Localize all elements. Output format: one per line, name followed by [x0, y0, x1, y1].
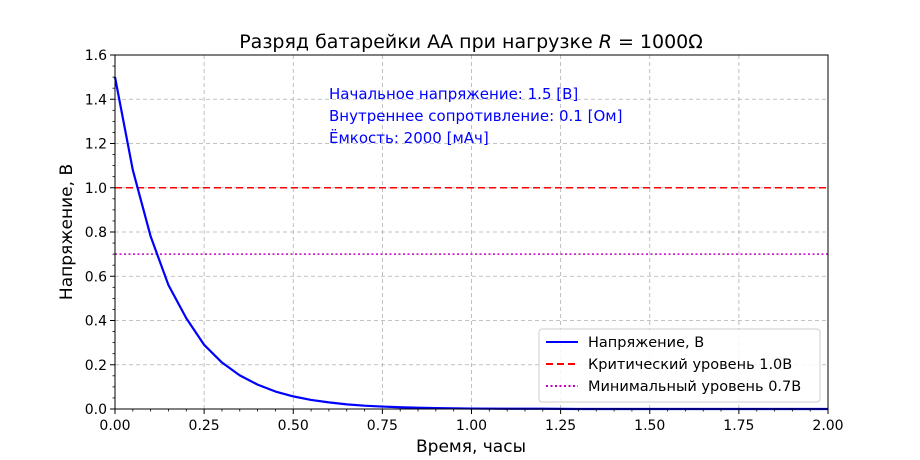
chart-title-text: Разряд батарейки АА при нагрузке	[239, 31, 598, 53]
grid	[115, 55, 828, 409]
y-tick-label: 1.0	[85, 181, 107, 197]
x-tick-label: 1.25	[545, 418, 576, 434]
annotation-text: Начальное напряжение: 1.5 [В]	[329, 85, 578, 103]
legend: Напряжение, В Критический уровень 1.0В Мин…	[538, 328, 821, 403]
y-axis-label: Напряжение, В	[57, 164, 77, 300]
x-tick-label: 1.00	[456, 418, 487, 434]
annotations: Начальное напряжение: 1.5 [В] Внутреннее …	[329, 85, 622, 147]
x-tick-label: 0.50	[278, 418, 309, 434]
y-tick-label: 1.6	[85, 48, 107, 64]
y-tick-label: 1.2	[85, 137, 107, 153]
y-tick-label: 0.2	[85, 358, 107, 374]
x-tick-label: 0.00	[99, 418, 130, 434]
x-tick-label: 1.50	[634, 418, 665, 434]
annotation-text: Внутреннее сопротивление: 0.1 [Ом]	[329, 107, 622, 125]
y-tick-label: 0.0	[85, 402, 107, 418]
x-axis-label: Время, часы	[416, 437, 526, 457]
y-tick-label: 0.4	[85, 314, 107, 330]
reference-lines	[115, 186, 828, 255]
chart-title: Разряд батарейки АА при нагрузке R = 100…	[239, 31, 703, 53]
legend-label: Минимальный уровень 0.7В	[588, 379, 801, 395]
y-axis-ticks: 0.0 0.2 0.4 0.6 0.8 1.0 1.2 1.4 1.6	[85, 48, 115, 418]
x-tick-label: 0.75	[367, 418, 398, 434]
x-axis-ticks: 0.00 0.25 0.50 0.75 1.00 1.25 1.50 1.75 2.00	[99, 409, 844, 434]
y-tick-label: 0.6	[85, 269, 107, 285]
x-tick-label: 1.75	[723, 418, 754, 434]
legend-label: Напряжение, В	[588, 335, 704, 351]
legend-box	[538, 328, 821, 403]
y-tick-label: 0.8	[85, 225, 107, 241]
chart-title-math-var: R	[599, 31, 612, 53]
legend-label: Критический уровень 1.0В	[588, 357, 792, 373]
chart-title-math-rest: = 1000Ω	[612, 31, 703, 53]
annotation-text: Ёмкость: 2000 [мАч]	[329, 128, 489, 147]
x-tick-label: 2.00	[812, 418, 843, 434]
y-tick-label: 1.4	[85, 92, 107, 108]
x-tick-label: 0.25	[189, 418, 220, 434]
